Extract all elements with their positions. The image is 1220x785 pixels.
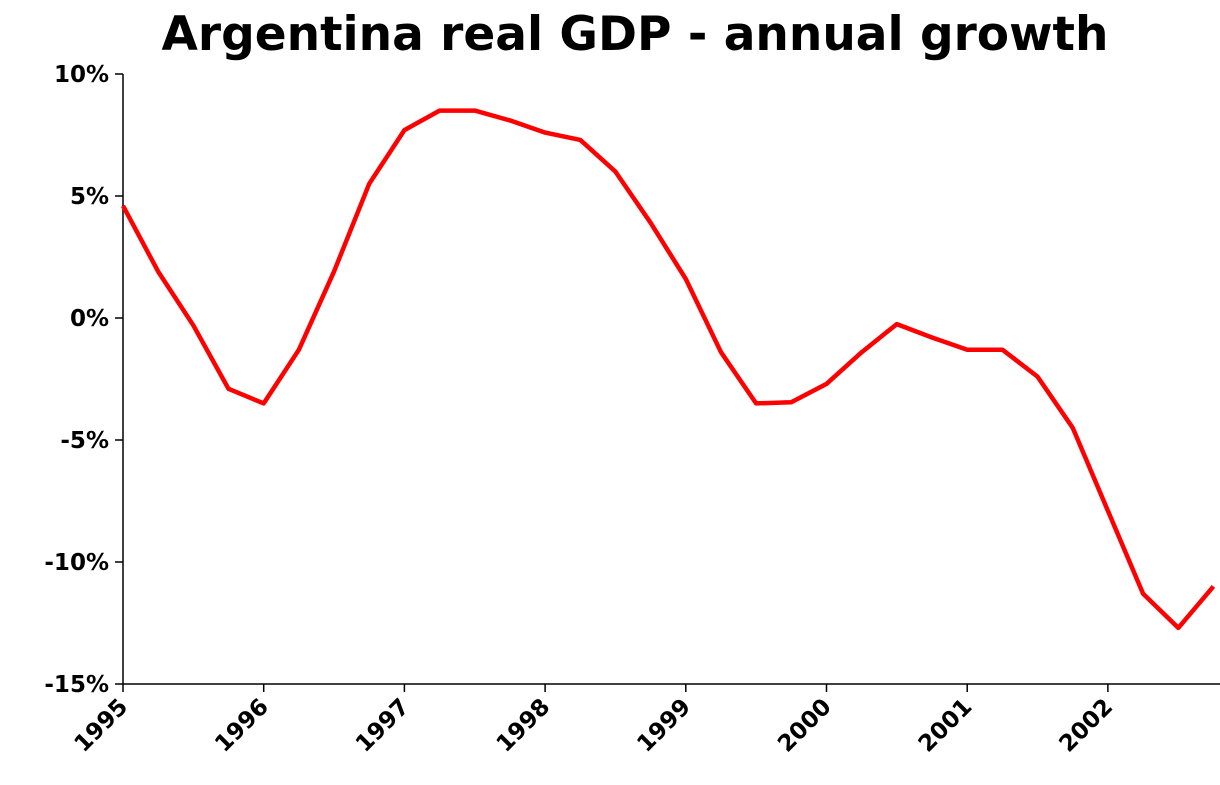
x-tick-label: 1996 <box>210 694 274 758</box>
x-axis-ticks: 1995 1996 1997 1998 1999 2000 2001 2002 <box>70 684 1118 758</box>
y-tick-label: -10% <box>44 550 109 576</box>
x-tick-label: 1995 <box>70 694 134 758</box>
x-tick-label: 2002 <box>1054 694 1118 758</box>
y-tick-label: 5% <box>70 184 109 210</box>
x-tick-label: 2001 <box>914 694 978 758</box>
y-tick-label: -15% <box>44 672 109 698</box>
y-tick-label: 0% <box>70 306 109 332</box>
series-layer <box>121 108 1216 631</box>
y-tick-label: -5% <box>60 428 109 454</box>
chart-title: Argentina real GDP - annual growth <box>162 7 1109 62</box>
y-tick-label: 10% <box>54 62 109 88</box>
x-tick-label: 1997 <box>351 694 415 758</box>
x-tick-label: 2000 <box>773 694 837 758</box>
y-axis-ticks: 10% 5% 0% -5% -10% -15% <box>44 62 123 698</box>
series-line <box>121 108 1216 631</box>
x-tick-label: 1999 <box>632 694 696 758</box>
x-tick-label: 1998 <box>492 694 556 758</box>
